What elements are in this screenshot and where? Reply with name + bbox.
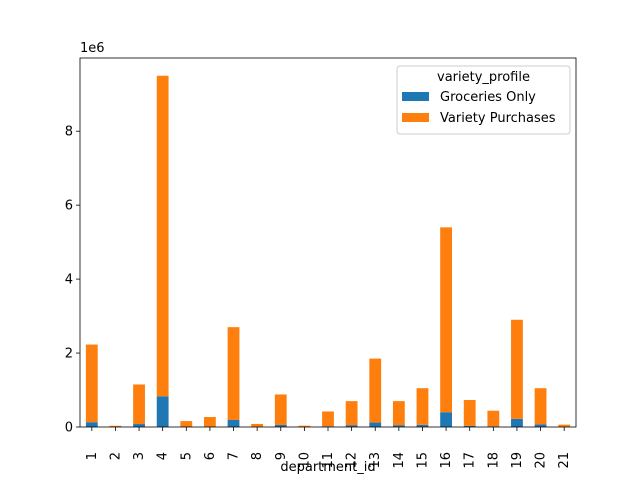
legend-swatch-variety-purchases <box>402 113 429 122</box>
x-tick-label: 13 <box>368 452 383 469</box>
bar-groceries-only-dept-4 <box>156 396 169 427</box>
bar-groceries-only-dept-19 <box>511 418 523 427</box>
x-axis: 1 2 3 4 5 6 7 8 9 10 11 12 13 14 15 16 17 18 19 20 21 <box>85 427 572 469</box>
legend-box <box>396 65 571 135</box>
bar-groceries-only-dept-13 <box>369 422 382 427</box>
plot-frame <box>79 57 577 428</box>
y-tick-label: 6 <box>65 199 73 214</box>
x-tick-label: 18 <box>486 452 501 469</box>
bar-variety-purchases-dept-19 <box>511 319 523 419</box>
bar-variety-purchases-dept-15 <box>416 388 429 425</box>
bar-groceries-only-dept-3 <box>133 424 145 427</box>
bar-groceries-only-dept-17 <box>463 425 476 427</box>
y-tick-label: 4 <box>65 273 73 288</box>
bar-variety-purchases-dept-18 <box>487 410 500 427</box>
bar-variety-purchases-dept-17 <box>463 400 476 426</box>
x-tick-label: 1 <box>85 452 100 460</box>
bar-groceries-only-dept-1 <box>85 422 98 427</box>
legend: variety_profile Groceries Only Variety Pu… <box>396 65 571 135</box>
bar-groceries-only-dept-15 <box>416 424 429 427</box>
bar-groceries-only-dept-14 <box>392 425 405 427</box>
bar-variety-purchases-dept-16 <box>440 227 452 413</box>
y-axis: 0 2 4 6 8 <box>65 125 80 436</box>
y-tick-label: 0 <box>65 421 73 436</box>
bar-variety-purchases-dept-20 <box>534 388 547 425</box>
bar-variety-purchases-dept-13 <box>369 358 382 423</box>
bar-variety-purchases-dept-4 <box>156 75 169 397</box>
x-axis-label: department_id <box>280 460 375 475</box>
bar-variety-purchases-dept-21 <box>558 424 571 427</box>
x-tick-label: 9 <box>274 452 289 460</box>
x-tick-label: 3 <box>132 452 147 460</box>
legend-label-variety-purchases: Variety Purchases <box>440 111 556 126</box>
y-tick-label: 2 <box>65 347 73 362</box>
bar-groceries-only-dept-20 <box>534 424 547 427</box>
bar-groceries-only-dept-7 <box>227 419 240 427</box>
bar-groceries-only-dept-16 <box>440 412 452 427</box>
x-tick-label: 17 <box>463 452 478 469</box>
legend-label-groceries-only: Groceries Only <box>440 90 536 105</box>
x-tick-label: 19 <box>510 452 525 469</box>
x-tick-label: 15 <box>415 452 430 469</box>
legend-swatch-groceries-only <box>402 92 429 101</box>
x-tick-label: 5 <box>179 452 194 460</box>
bar-variety-purchases-dept-10 <box>298 425 311 427</box>
bar-variety-purchases-dept-11 <box>322 411 334 427</box>
legend-title: variety_profile <box>437 70 530 85</box>
bar-groceries-only-dept-12 <box>345 425 358 427</box>
x-tick-label: 16 <box>439 452 454 469</box>
bar-variety-purchases-dept-6 <box>204 417 216 427</box>
x-tick-label: 7 <box>227 452 242 460</box>
x-tick-label: 4 <box>156 452 171 460</box>
bar-groceries-only-dept-9 <box>274 424 287 427</box>
bar-variety-purchases-dept-8 <box>251 423 264 427</box>
bar-variety-purchases-dept-1 <box>85 344 98 423</box>
bar-variety-purchases-dept-12 <box>345 401 358 426</box>
x-tick-label: 11 <box>321 452 336 469</box>
x-tick-label: 21 <box>557 452 572 469</box>
bar-variety-purchases-dept-2 <box>109 425 122 427</box>
y-offset-label: 1e6 <box>80 41 105 56</box>
x-tick-label: 20 <box>534 452 549 469</box>
bar-variety-purchases-dept-7 <box>227 327 240 420</box>
x-tick-label: 12 <box>345 452 360 469</box>
bar-variety-purchases-dept-9 <box>274 394 287 425</box>
x-tick-label: 14 <box>392 452 407 469</box>
x-tick-label: 8 <box>250 452 265 460</box>
x-tick-label: 10 <box>297 452 312 469</box>
bar-variety-purchases-dept-5 <box>180 421 193 427</box>
bars-group <box>85 75 571 427</box>
x-tick-label: 2 <box>108 452 123 460</box>
bar-variety-purchases-dept-3 <box>133 384 145 425</box>
x-tick-label: 6 <box>203 452 218 460</box>
bar-variety-purchases-dept-14 <box>392 401 405 426</box>
y-tick-label: 8 <box>65 125 73 140</box>
